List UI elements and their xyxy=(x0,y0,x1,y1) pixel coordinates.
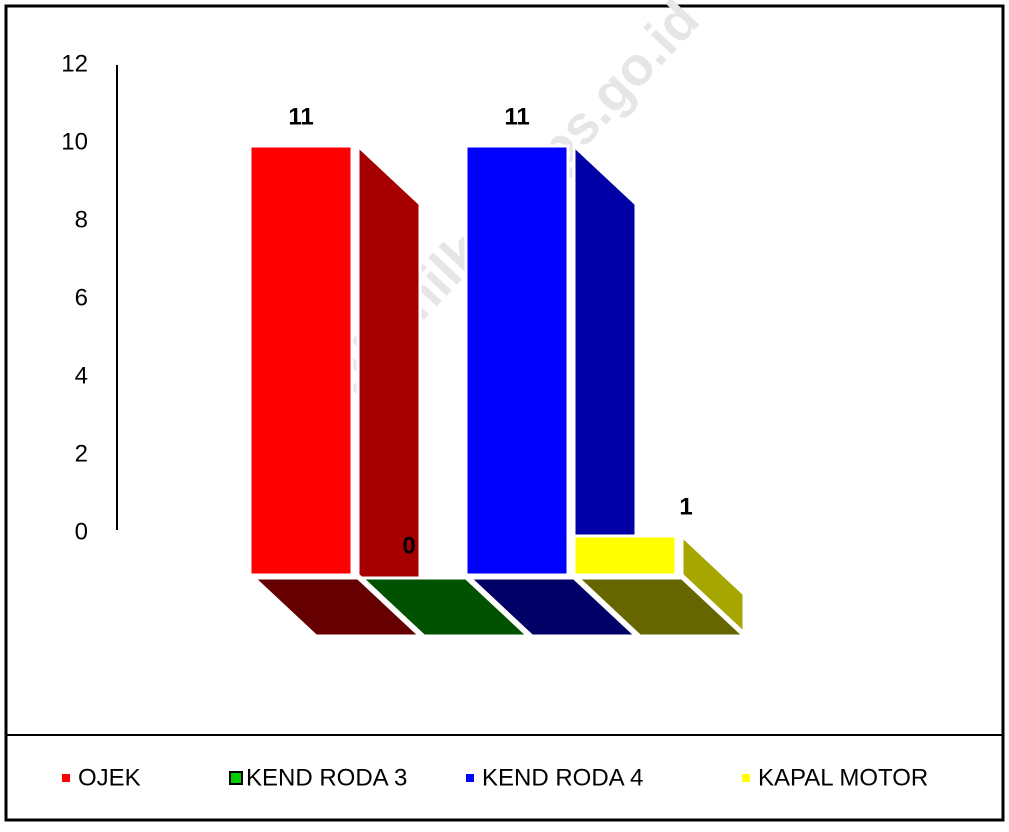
y-tick-label: 12 xyxy=(61,50,88,77)
bar-side xyxy=(356,142,422,637)
legend-label: KEND RODA 3 xyxy=(246,764,407,791)
legend-swatch xyxy=(229,771,243,785)
bar-side xyxy=(680,532,746,637)
legend-swatch xyxy=(62,774,70,782)
bar xyxy=(572,534,678,577)
bar-floor xyxy=(466,576,640,638)
bar-floor xyxy=(358,576,532,638)
y-tick-label: 8 xyxy=(75,206,88,233)
bar xyxy=(248,144,354,577)
bar-floor xyxy=(574,576,748,638)
y-tick-label: 0 xyxy=(75,518,88,545)
data-label: 0 xyxy=(402,532,415,559)
y-tick-label: 4 xyxy=(75,362,88,389)
y-tick-label: 10 xyxy=(61,128,88,155)
bar xyxy=(464,144,570,577)
y-tick-label: 2 xyxy=(75,440,88,467)
legend-label: KAPAL MOTOR xyxy=(758,764,928,791)
legend-label: OJEK xyxy=(78,764,141,791)
data-label: 11 xyxy=(504,103,529,130)
legend-swatch xyxy=(742,774,750,782)
y-tick-label: 6 xyxy=(75,284,88,311)
data-label: 11 xyxy=(288,103,313,130)
legend-label: KEND RODA 4 xyxy=(482,764,643,791)
data-label: 1 xyxy=(679,493,692,520)
bar-floor xyxy=(250,576,424,638)
legend-swatch xyxy=(466,774,474,782)
